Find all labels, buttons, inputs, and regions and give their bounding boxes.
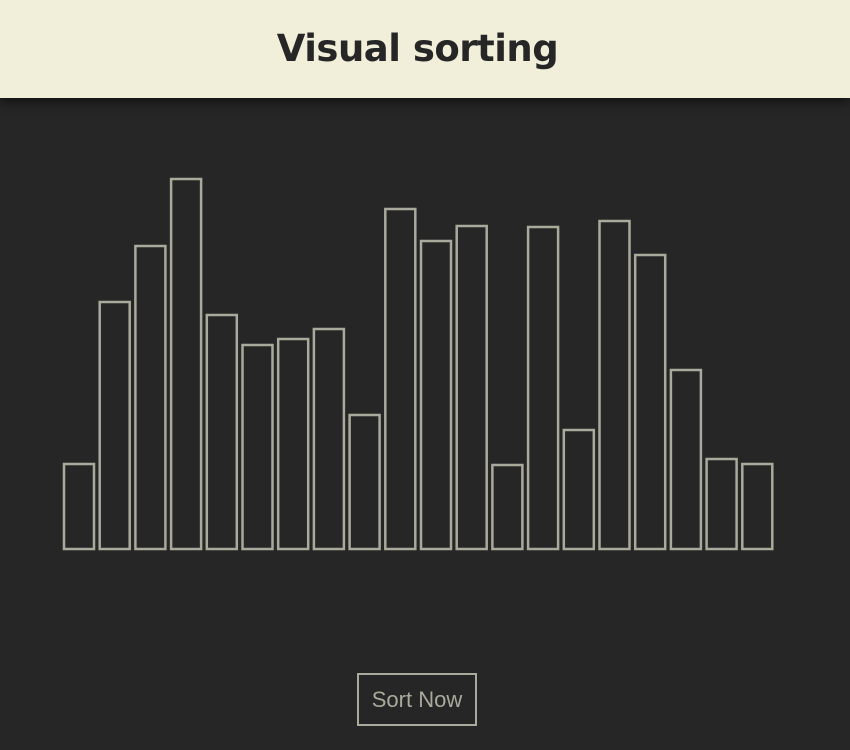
- bar-19: [705, 457, 738, 551]
- bar-8: [312, 327, 346, 551]
- bar-20: [741, 462, 774, 551]
- bar-4: [169, 177, 203, 551]
- bar-7: [276, 337, 310, 551]
- bar-18: [669, 368, 703, 551]
- header-bar: Visual sorting: [0, 0, 850, 98]
- bar-13: [491, 463, 524, 551]
- page-title: Visual sorting: [276, 27, 559, 70]
- bar-16: [598, 219, 631, 551]
- bar-3: [134, 244, 167, 551]
- bar-2: [98, 300, 131, 551]
- bar-5: [205, 313, 239, 551]
- bar-6: [241, 343, 274, 551]
- bar-11: [419, 239, 453, 551]
- bar-1: [62, 462, 96, 551]
- bar-14: [526, 225, 560, 551]
- bar-17: [633, 253, 667, 551]
- bar-15: [562, 428, 596, 551]
- bar-10: [384, 207, 417, 551]
- sort-now-button[interactable]: Sort Now: [357, 673, 477, 726]
- bar-9: [348, 413, 381, 551]
- bar-12: [455, 224, 488, 551]
